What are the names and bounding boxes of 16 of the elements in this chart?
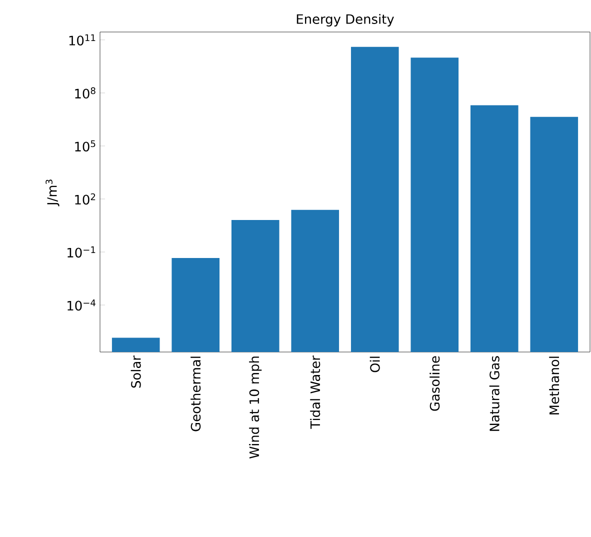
x-tick-label: Natural Gas xyxy=(489,356,500,431)
x-tick-label: Methanol xyxy=(549,356,560,414)
x-tick-label: Wind at 10 mph xyxy=(249,356,262,459)
x-tick-label: Solar xyxy=(130,356,141,388)
x-tick-label: Tidal Water xyxy=(310,355,320,429)
y-axis-title: J/m$^{3}$ xyxy=(46,180,60,206)
chart-title: Energy Density xyxy=(296,14,394,26)
x-tick-label: Gasoline xyxy=(430,356,440,411)
y-tick-label: 10$^{8}$ xyxy=(75,87,96,99)
y-tick-label: 10$^{5}$ xyxy=(75,140,96,152)
y-tick-label: 10$^{11}$ xyxy=(69,34,96,46)
y-tick-label: 10$^{2}$ xyxy=(75,193,96,205)
x-tick-label: Geothermal xyxy=(190,356,201,432)
y-tick-label: 10$^{−1}$ xyxy=(68,246,96,258)
x-tick-label: Oil xyxy=(370,356,380,372)
y-tick-label: 10$^{−4}$ xyxy=(68,299,96,311)
